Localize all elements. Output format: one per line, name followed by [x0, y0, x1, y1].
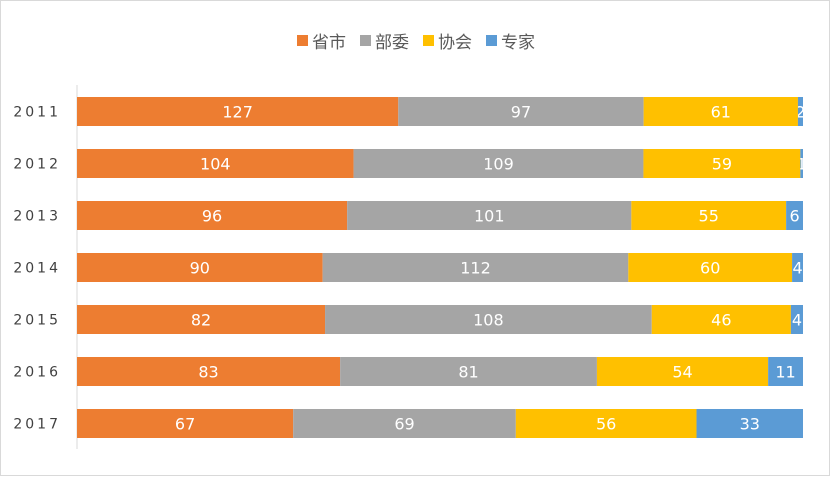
data-label: 4	[792, 259, 802, 278]
bar-segment	[792, 253, 803, 282]
legend-swatch	[360, 34, 371, 46]
data-label: 83	[198, 363, 218, 382]
bar-segment	[768, 357, 803, 386]
bar-segment	[643, 149, 801, 178]
data-label: 67	[175, 415, 195, 434]
data-label: 60	[700, 259, 720, 278]
y-tick-label: 2017	[13, 417, 61, 433]
data-label: 97	[511, 103, 531, 122]
bar-segment	[398, 97, 644, 126]
legend-item: 部委	[360, 28, 409, 53]
data-label: 108	[473, 311, 504, 330]
legend-item: 协会	[423, 28, 472, 53]
legend-label: 部委	[375, 32, 409, 53]
bar-segment	[353, 149, 644, 178]
data-label: 33	[740, 415, 760, 434]
bar-segment	[347, 201, 632, 230]
y-tick-label: 2015	[13, 313, 61, 329]
data-label: 2	[795, 103, 805, 122]
bar-segment	[77, 409, 294, 438]
data-label: 127	[222, 103, 253, 122]
data-label: 61	[711, 103, 731, 122]
bar-segment	[322, 253, 629, 282]
bar-segment	[790, 305, 803, 334]
data-label: 81	[458, 363, 478, 382]
legend-label: 协会	[438, 32, 472, 53]
data-label: 11	[775, 363, 795, 382]
data-label: 96	[202, 207, 222, 226]
legend-label: 省市	[312, 32, 346, 53]
bar-segment	[786, 201, 803, 230]
data-label: 69	[394, 415, 414, 434]
bar-segment	[77, 357, 341, 386]
bar-segment	[696, 409, 803, 438]
data-label: 54	[672, 363, 692, 382]
legend-swatch	[486, 34, 497, 46]
y-tick-label: 2012	[13, 157, 61, 173]
bar-segment	[515, 409, 697, 438]
data-label: 6	[789, 207, 799, 226]
y-tick-label: 2016	[13, 365, 61, 381]
bar-segment	[77, 149, 354, 178]
legend-swatch	[423, 34, 434, 46]
bar-segment	[325, 305, 652, 334]
legend-item: 省市	[297, 28, 346, 53]
bar-segment	[797, 97, 803, 126]
legend-swatch	[297, 34, 308, 46]
y-tick-label: 2011	[13, 105, 61, 121]
bar-segment	[77, 97, 399, 126]
bar-segment	[631, 201, 787, 230]
y-tick-label: 2013	[13, 209, 61, 225]
bar-segment	[643, 97, 798, 126]
data-label: 90	[190, 259, 210, 278]
data-label: 1	[797, 155, 807, 174]
bar-segment	[628, 253, 793, 282]
legend: 省市 部委 协会 专家	[1, 25, 830, 55]
data-label: 82	[191, 311, 211, 330]
data-label: 4	[792, 311, 802, 330]
data-label: 109	[483, 155, 514, 174]
legend-item: 专家	[486, 28, 535, 53]
data-label: 104	[200, 155, 231, 174]
data-label: 101	[474, 207, 505, 226]
data-label: 112	[460, 259, 491, 278]
bar-segment	[77, 305, 326, 334]
data-label: 46	[711, 311, 731, 330]
bar-segment	[293, 409, 516, 438]
y-tick-label: 2014	[13, 261, 61, 277]
data-label: 56	[596, 415, 616, 434]
bar-segment	[800, 149, 803, 178]
data-label: 59	[712, 155, 732, 174]
bar-segment	[596, 357, 769, 386]
bar-segment	[340, 357, 597, 386]
bar-segment	[77, 253, 323, 282]
data-label: 55	[699, 207, 719, 226]
bar-segment	[77, 201, 348, 230]
legend-label: 专家	[501, 32, 535, 53]
bar-segment	[651, 305, 791, 334]
